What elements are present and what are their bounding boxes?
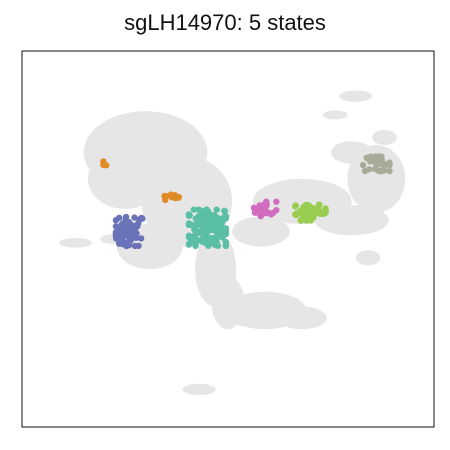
data-point: [190, 206, 198, 213]
data-point: [305, 202, 312, 209]
background-region: [331, 141, 373, 164]
background-region: [322, 110, 348, 120]
data-point: [377, 167, 384, 175]
data-point: [386, 167, 393, 175]
background-region: [87, 148, 163, 209]
data-point: [197, 217, 204, 224]
data-point: [316, 201, 323, 209]
data-point: [112, 216, 120, 224]
data-point: [255, 209, 263, 217]
data-point: [372, 160, 380, 168]
data-point: [202, 233, 210, 240]
data-point: [221, 207, 228, 215]
data-point: [262, 210, 269, 217]
data-point: [203, 215, 210, 222]
data-point: [121, 238, 128, 246]
data-point: [192, 242, 199, 249]
state-clusters: [100, 153, 393, 250]
data-point: [127, 236, 135, 244]
background-region: [232, 216, 290, 247]
data-point: [188, 221, 195, 229]
data-point: [185, 232, 193, 239]
background-region: [355, 250, 381, 266]
data-point: [185, 211, 193, 218]
data-point: [213, 233, 220, 240]
background-region: [182, 383, 216, 396]
background-region: [59, 237, 93, 248]
background-cells: [59, 90, 406, 396]
data-point: [361, 167, 369, 175]
data-point: [273, 198, 280, 205]
data-point: [303, 217, 310, 224]
data-point: [216, 216, 224, 224]
data-point: [298, 217, 305, 224]
data-point: [122, 213, 130, 221]
data-point: [120, 219, 127, 227]
background-region: [339, 90, 373, 102]
data-point: [380, 163, 388, 170]
data-point: [213, 206, 220, 213]
data-point: [125, 241, 133, 249]
data-point: [209, 223, 216, 230]
data-point: [222, 213, 230, 220]
background-region: [314, 205, 389, 236]
data-point: [162, 192, 170, 200]
data-point: [112, 229, 120, 237]
data-point: [100, 158, 107, 165]
data-point: [293, 210, 300, 217]
data-point: [194, 229, 201, 237]
data-point: [322, 208, 329, 216]
data-point: [119, 233, 126, 241]
data-point: [386, 159, 393, 166]
data-point: [175, 193, 183, 201]
data-point: [316, 207, 323, 214]
data-point: [137, 235, 145, 242]
data-point: [112, 223, 120, 230]
data-point: [113, 235, 120, 242]
data-point: [115, 240, 123, 247]
chart-title: sgLH14970: 5 states: [124, 10, 326, 35]
data-point: [250, 204, 258, 212]
data-point: [267, 211, 275, 218]
data-point: [359, 161, 367, 169]
background-region: [372, 129, 397, 145]
data-point: [292, 203, 299, 210]
data-point: [195, 206, 202, 213]
data-point: [132, 234, 140, 241]
background-region: [277, 306, 327, 330]
data-point: [193, 222, 200, 230]
plot-frame: [21, 50, 435, 428]
data-point: [208, 234, 215, 242]
data-point: [212, 241, 219, 249]
data-point: [222, 242, 230, 249]
data-point: [299, 211, 306, 219]
data-point: [119, 228, 126, 236]
data-point: [262, 201, 269, 208]
data-point: [131, 242, 139, 250]
data-point: [372, 153, 379, 160]
data-point: [131, 225, 139, 232]
data-point: [222, 229, 230, 236]
data-point: [203, 206, 210, 213]
data-point: [131, 214, 138, 221]
data-point: [138, 214, 145, 222]
